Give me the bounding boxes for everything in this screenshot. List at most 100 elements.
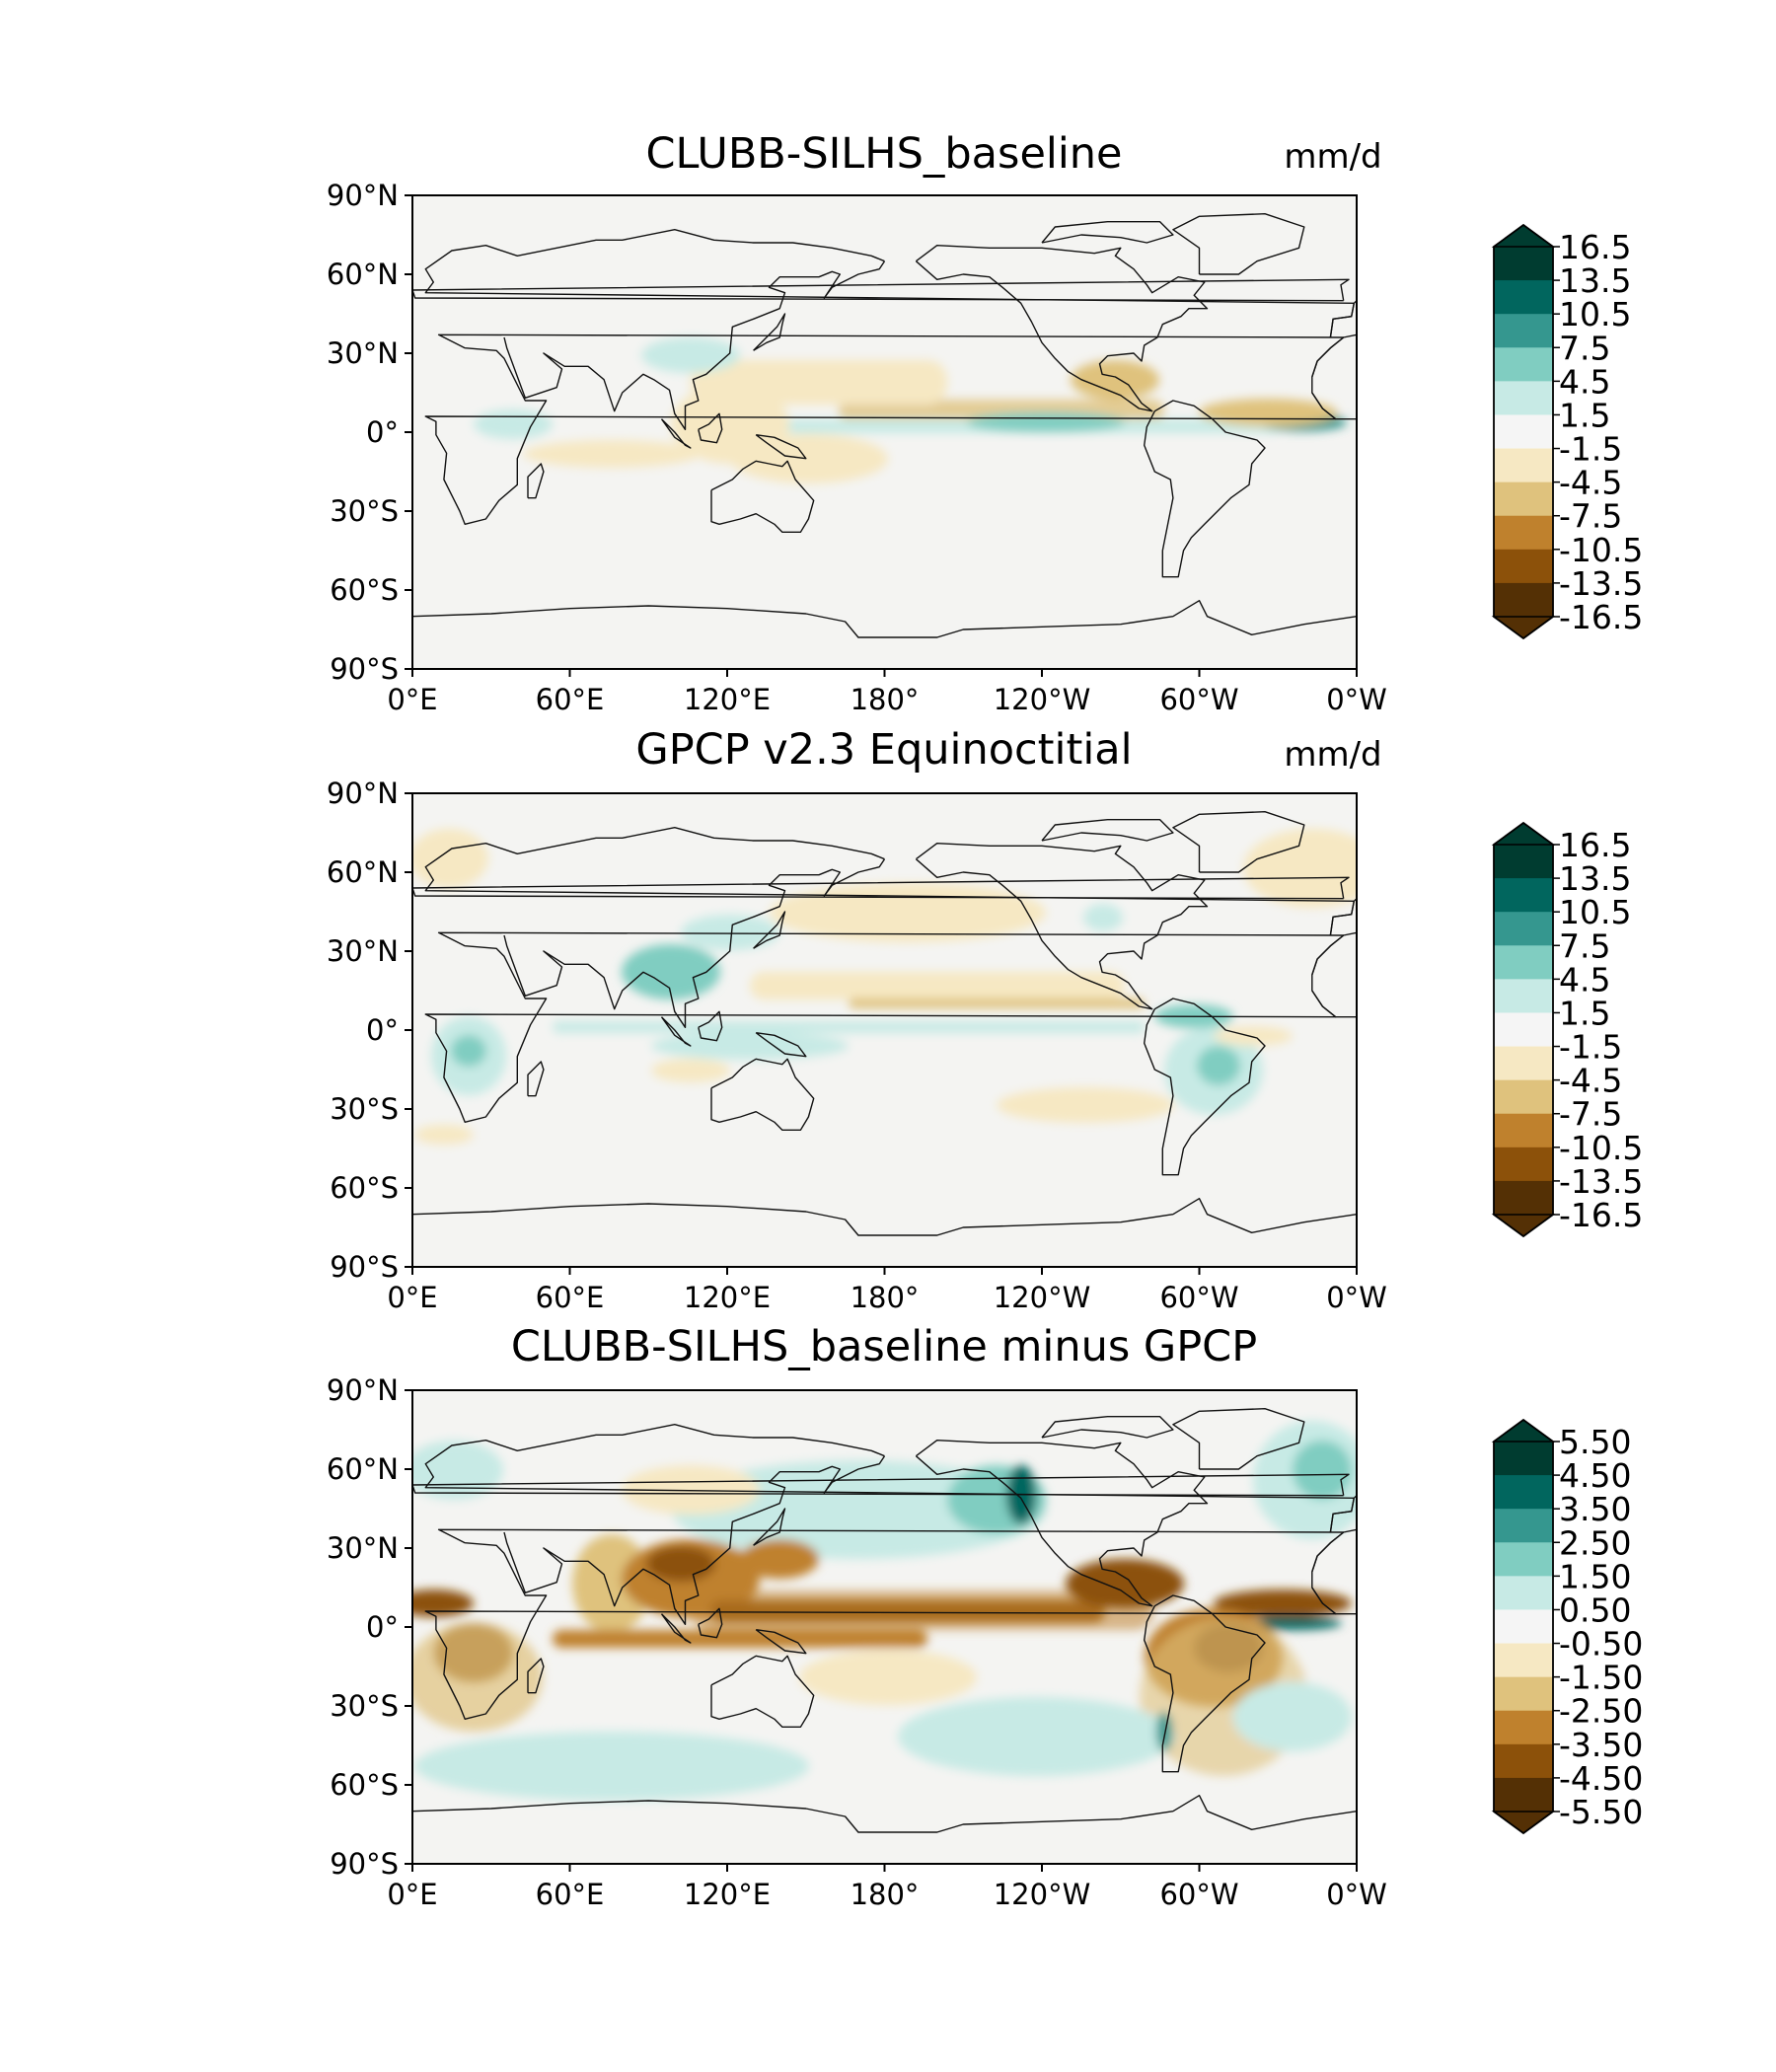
x-tick-label: 60°E [536,1878,605,1911]
coastline-segment [412,278,1350,302]
coastline-segment [1143,1594,1266,1773]
x-tick-label: 120°E [684,1878,771,1911]
colorbar-bin [1494,247,1553,281]
colorbar-bin [1494,414,1553,450]
coastline-segment [1311,990,1357,1018]
coastline-segment [698,1010,723,1042]
p3-wet-natl-core [1293,1441,1352,1500]
x-tick-label: 60°W [1159,683,1238,716]
p3-dry-africa-outer [412,1623,543,1732]
p3-wet-atl-eq [1243,1616,1342,1630]
colorbar-tick-label: 1.5 [1559,396,1610,434]
coastline-segment [412,600,1357,638]
coastline-segment [412,1794,1357,1833]
colorbar-tick-label: 4.5 [1559,960,1610,999]
colorbar-extend-min [1491,1214,1556,1237]
x-tick-label: 180° [851,1281,920,1314]
coastline-segment [698,1607,723,1639]
coastline-segment [1041,220,1174,244]
p2-dry-sio [414,1125,474,1145]
y-tick-label: 30°S [330,1689,399,1723]
p2-wet-china [681,915,779,950]
map-panel-2: GPCP v2.3 Equinoctitial mm/d [412,725,1382,1267]
colorbar-2: 16.513.510.57.54.51.5-1.5-4.5-7.5-10.5-1… [1491,821,1643,1238]
y-tick-label: 90°N [327,179,399,212]
y-tick-label: 30°N [327,934,399,968]
y-tick-label: 90°N [327,777,399,810]
colorbar-bin [1494,878,1553,913]
colorbar-tick-label: -16.5 [1559,1196,1643,1234]
p3-wet-spac [898,1697,1174,1776]
colorbar-tick-label: 4.50 [1559,1456,1631,1495]
y-tick-label: 60°N [327,1452,399,1486]
colorbar-tick-label: 16.5 [1559,228,1631,266]
x-tick-label: 0°E [387,1281,437,1314]
colorbar-tick-label: 2.50 [1559,1523,1631,1562]
panel-2-field [412,829,1357,1145]
coastline-segment [1311,931,1357,976]
y-tick-label: 30°S [330,1092,399,1126]
colorbar-bin [1494,1710,1553,1745]
colorbar-bin [1494,1046,1553,1081]
colorbar-bin [1494,280,1553,315]
colorbar-bin [1494,1113,1553,1148]
p2-dry-natl [1243,829,1357,908]
p1-wet-epac [967,412,1125,432]
colorbar-tick-label: -7.5 [1559,497,1622,536]
p2-dry-satl [997,1087,1174,1123]
colorbar-bin [1494,515,1553,551]
coastline-segment [1311,392,1357,420]
coastline-segment [1172,1407,1305,1470]
colorbar-tick-label: 1.5 [1559,994,1610,1032]
coastline-segment [755,1032,807,1058]
colorbar-tick-label: -5.50 [1559,1793,1643,1831]
p3-dry-central-am [1066,1559,1184,1608]
coastline-segment [915,843,1209,1010]
colorbar-tick-label: -1.50 [1559,1659,1643,1697]
p3-wet-satl [1233,1682,1352,1751]
map-panel-3: CLUBB-SILHS_baseline minus GPCP [412,1322,1357,1864]
map-panel-1: CLUBB-SILHS_baseline mm/d [412,129,1382,669]
coastline-segment [755,434,807,460]
coastline-segment [1041,1415,1174,1439]
coastline-segment [753,911,786,949]
colorbar-tick-label: -7.5 [1559,1095,1622,1134]
colorbar-extend-min [1491,1811,1556,1834]
colorbar-tick-label: 10.5 [1559,295,1631,333]
colorbar-bin [1494,1012,1553,1048]
panel-3-coastlines [412,1407,1357,1833]
colorbar-bin [1494,1442,1553,1476]
colorbar-bin [1494,1609,1553,1645]
coastline-segment [660,418,692,449]
coastline-segment [1329,898,1357,936]
colorbar-1: 16.513.510.57.54.51.5-1.5-4.5-7.5-10.5-1… [1491,223,1643,640]
coastline-segment [527,1061,545,1097]
x-tick-label: 180° [851,683,920,716]
colorbar-tick-label: 13.5 [1559,261,1631,300]
coastline-segment [424,333,1345,525]
y-tick-label: 90°S [330,652,399,686]
colorbar-bin [1494,347,1553,382]
y-tick-label: 30°S [330,494,399,528]
coastline-segment [660,1016,692,1047]
y-tick-label: 0° [366,415,399,449]
coastline-segment [412,1197,1357,1236]
colorbar-bin [1494,448,1553,483]
x-tick-label: 0°W [1326,683,1387,716]
colorbar-bin [1494,1509,1553,1543]
colorbar-extend-max [1491,822,1556,846]
p2-itcz [849,999,1145,1008]
coastline-segment [527,463,545,499]
colorbar-tick-label: -3.50 [1559,1726,1643,1764]
coastline-segment [710,1655,815,1729]
coastline-segment [698,412,723,444]
axes: 0°E 60°E 120°E 180° 120°W 60°W 0°W 90°N 60°N 30°N… [327,179,1387,1911]
y-tick-label: 60°N [327,258,399,291]
coastline-segment [755,1629,807,1655]
x-tick-label: 60°W [1159,1878,1238,1911]
p2-dry-brazil [1214,1026,1293,1046]
y-tick-label: 90°N [327,1373,399,1407]
colorbar-tick-label: 10.5 [1559,893,1631,931]
colorbar-tick-label: -10.5 [1559,1129,1643,1167]
